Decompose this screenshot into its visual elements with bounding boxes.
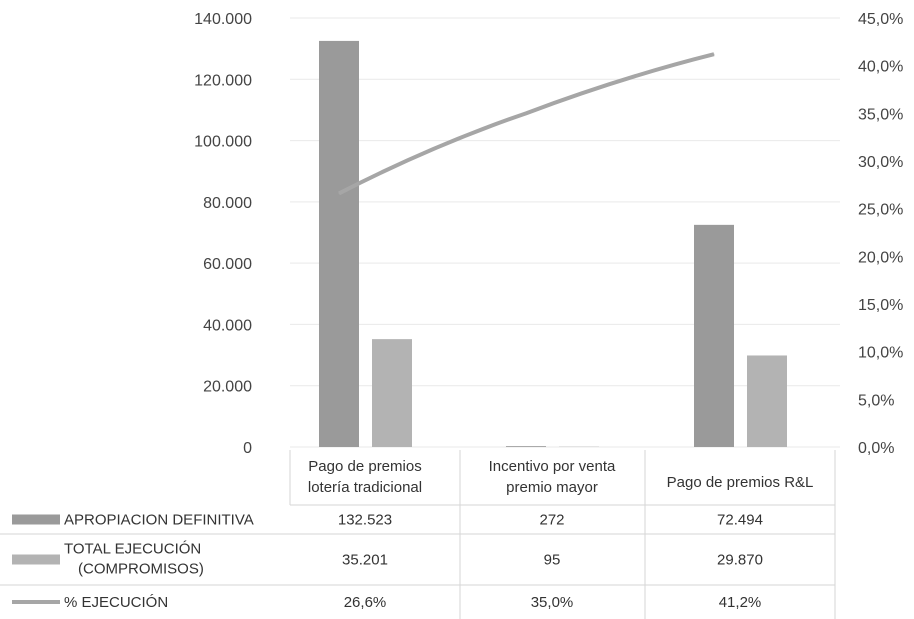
category-label: premio mayor [506, 479, 598, 496]
data-table-cell: 41,2% [719, 594, 762, 611]
left-axis-tick-label: 20.000 [203, 379, 252, 396]
execution-line-path [338, 52, 715, 196]
data-table: Pago de premios lotería tradicional Incent… [0, 450, 836, 619]
data-table-cell: 26,6% [344, 594, 387, 611]
right-axis-tick-label: 20,0% [858, 249, 903, 266]
data-table-cell: 132.523 [338, 512, 392, 529]
execution-line-point [525, 112, 527, 114]
category-label: lotería tradicional [308, 479, 422, 496]
category-label: Pago de premios [308, 458, 421, 475]
left-axis-tick-label: 100.000 [194, 134, 252, 151]
execution-line-point [713, 53, 715, 55]
legend-swatch [12, 554, 60, 565]
data-table-cell: 272 [539, 512, 564, 529]
left-axis-tick-label: 120.000 [194, 72, 252, 89]
right-axis-ticks: 0,0% 5,0% 10,0% 15,0% 20,0% 25,0% 30,0% 35,0% 40… [858, 11, 903, 457]
legend-label: TOTAL EJECUCIÓN [64, 541, 201, 558]
right-axis-tick-label: 5,0% [858, 392, 894, 409]
bar-apropiacion [694, 224, 734, 447]
bar-ejecucion [747, 355, 787, 447]
left-axis-tick-label: 140.000 [194, 11, 252, 28]
legend-swatch [12, 514, 60, 525]
data-table-cell: 72.494 [717, 512, 763, 529]
category-label: Incentivo por venta [489, 458, 616, 475]
right-axis-tick-label: 35,0% [858, 106, 903, 123]
left-axis-tick-label: 60.000 [203, 256, 252, 273]
data-table-cell: 95 [544, 552, 561, 569]
right-axis-tick-label: 30,0% [858, 154, 903, 171]
bar-apropiacion [506, 446, 546, 447]
bar-ejecucion [372, 339, 412, 447]
bars [319, 40, 787, 448]
execution-line-point [338, 192, 340, 194]
right-axis-tick-label: 10,0% [858, 345, 903, 362]
right-axis-tick-label: 40,0% [858, 59, 903, 76]
execution-line [338, 52, 715, 196]
left-axis-tick-label: 80.000 [203, 195, 252, 212]
legend-label: (COMPROMISOS) [78, 561, 204, 578]
left-axis-tick-label: 0 [243, 440, 252, 457]
left-axis-ticks: 0 20.000 40.000 60.000 80.000 100.000 120.000 1… [194, 11, 252, 457]
category-label: Pago de premios R&L [667, 474, 814, 491]
data-table-cell: 35.201 [342, 552, 388, 569]
right-axis-tick-label: 45,0% [858, 11, 903, 28]
left-axis-tick-label: 40.000 [203, 317, 252, 334]
legend-label: APROPIACION DEFINITIVA [64, 512, 254, 529]
legend-label: % EJECUCIÓN [64, 594, 168, 611]
data-table-cell: 29.870 [717, 552, 763, 569]
right-axis-tick-label: 15,0% [858, 297, 903, 314]
data-table-cell: 35,0% [531, 594, 574, 611]
right-axis-tick-label: 25,0% [858, 202, 903, 219]
bar-apropiacion [319, 40, 359, 448]
right-axis-tick-label: 0,0% [858, 440, 894, 457]
